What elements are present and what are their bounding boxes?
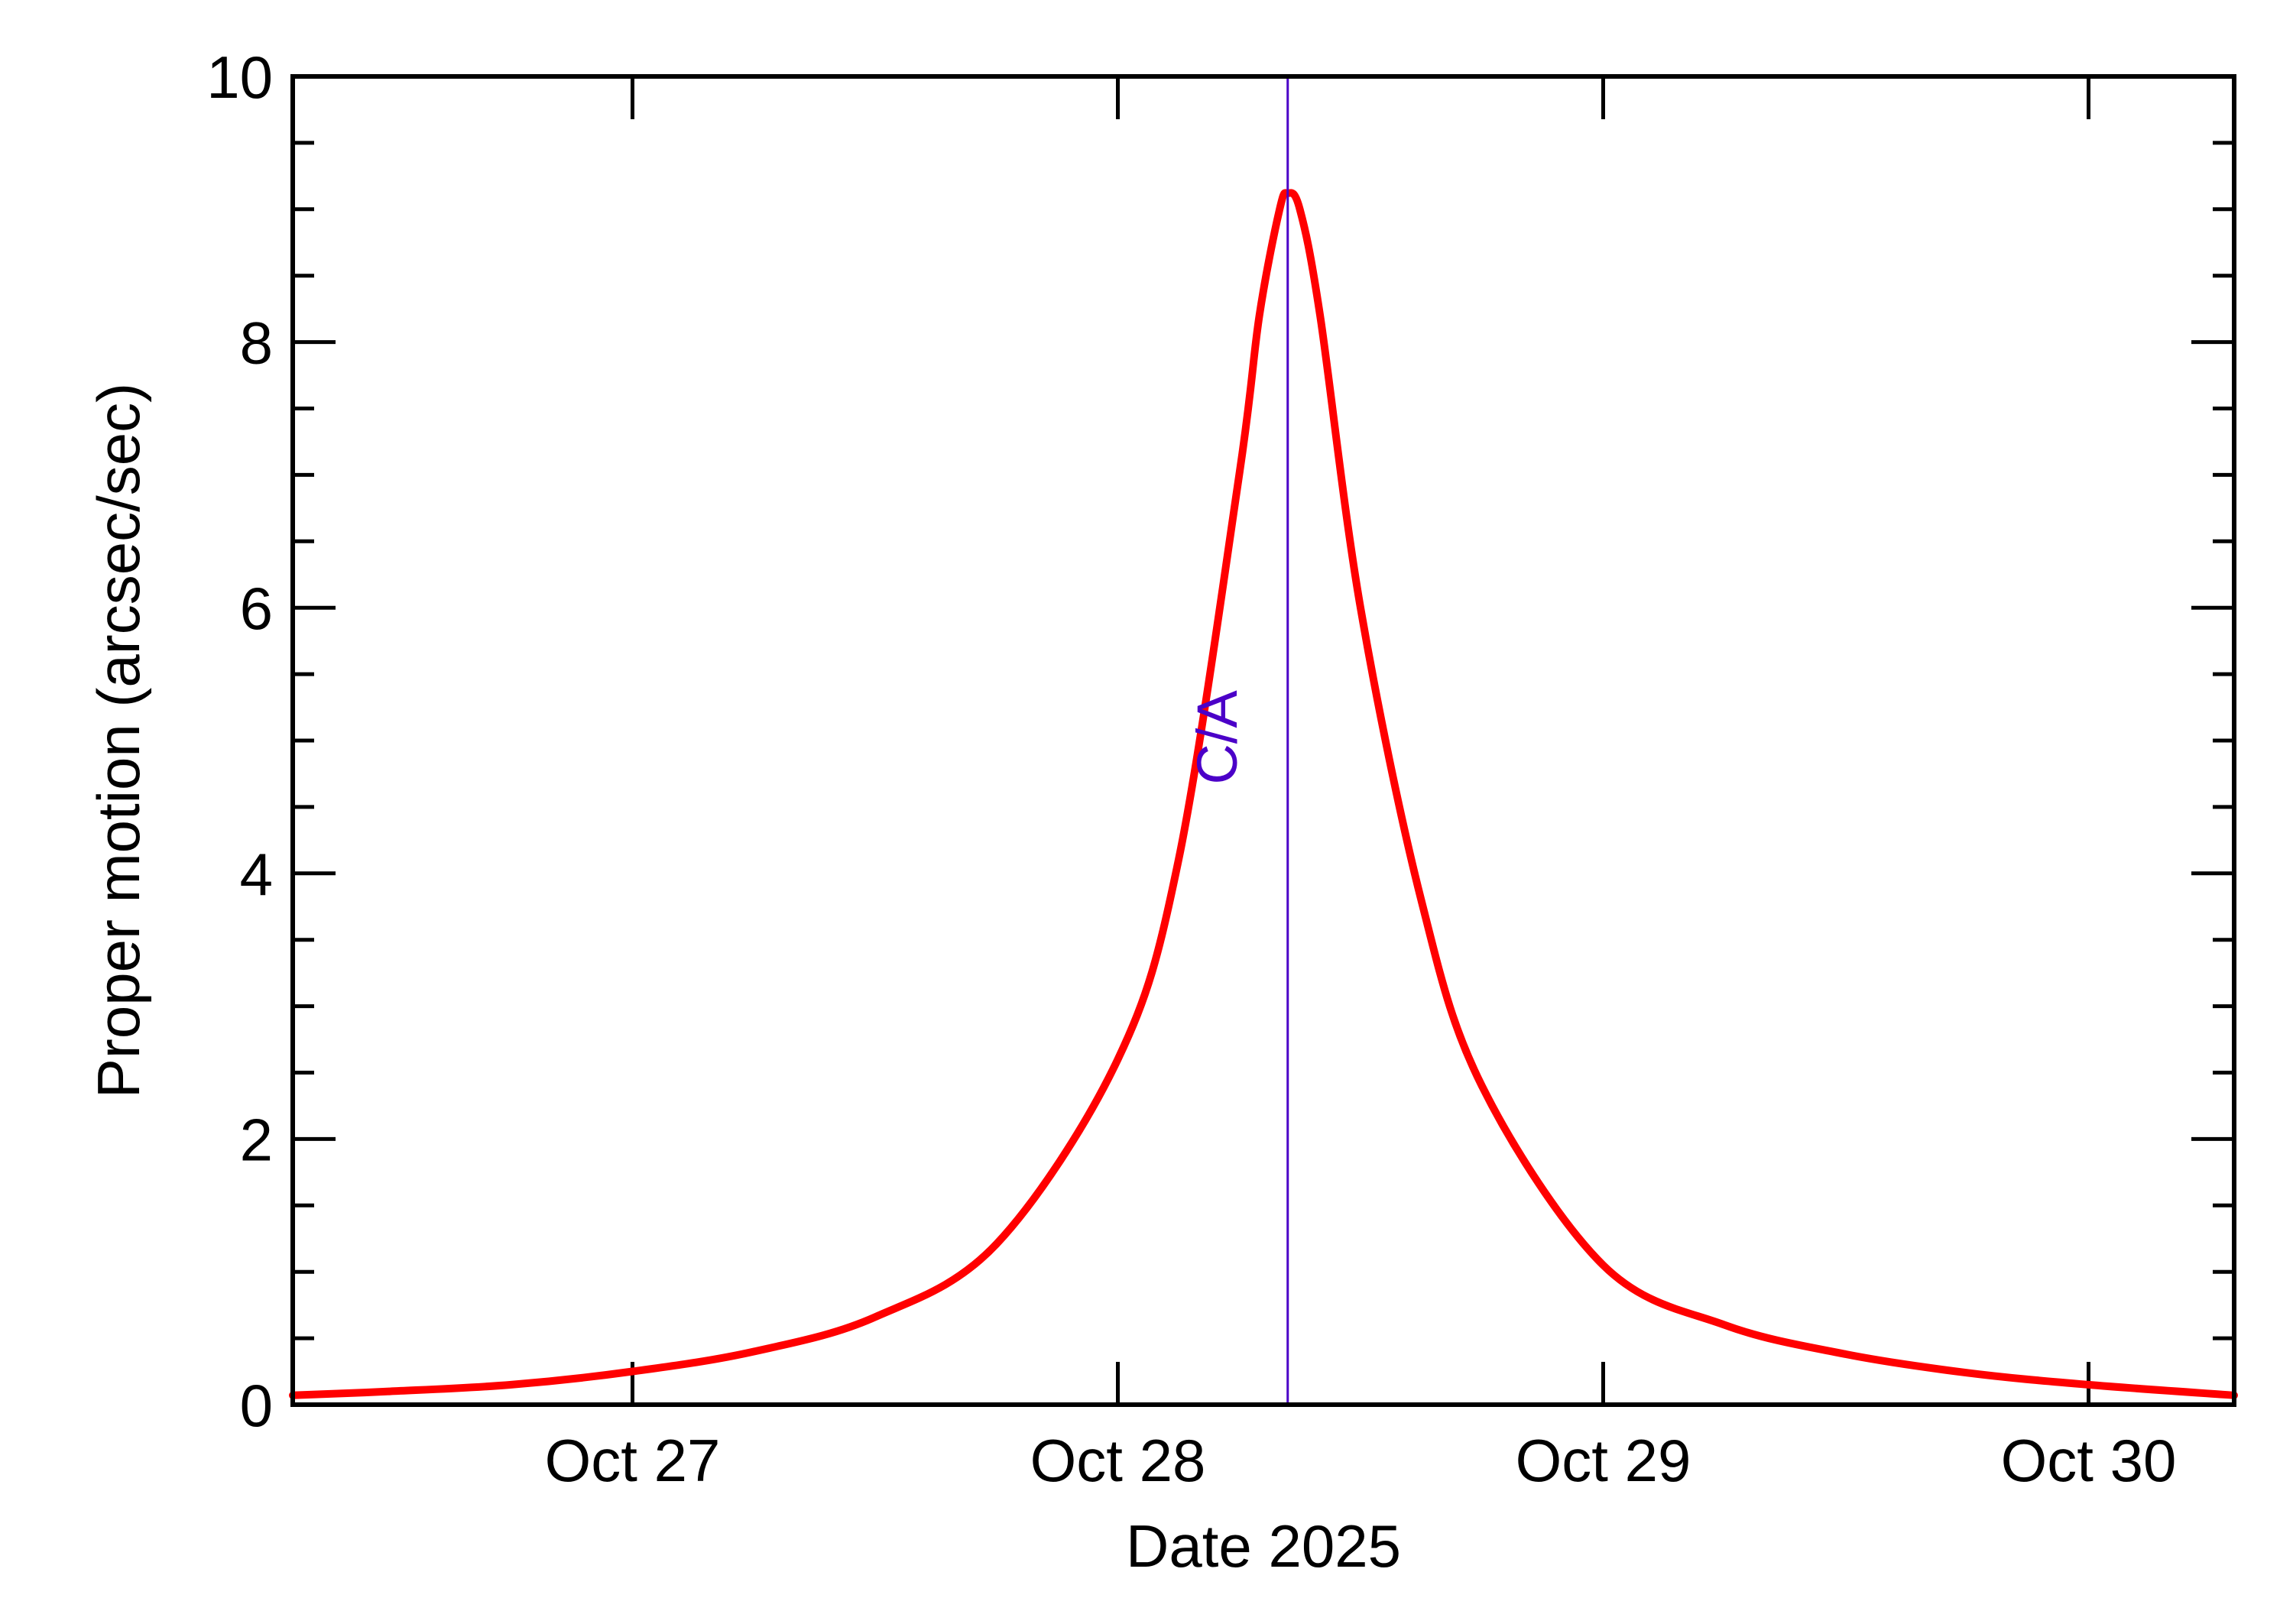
x-tick-label: Oct 27 [545,1427,721,1494]
y-tick-label: 2 [240,1106,273,1173]
x-tick-label: Oct 30 [2001,1427,2177,1494]
x-tick-label: Oct 29 [1516,1427,1691,1494]
y-tick-label: 8 [240,310,273,377]
plot-frame [290,74,2236,1407]
x-tick-label: Oct 28 [1030,1427,1206,1494]
series-layer [289,189,2238,1399]
closest-approach-label: C/A [1185,690,1249,785]
tick-labels: 0 2 4 6 8 10 Oct 27 Oct 28 Oct 29 Oct 30 [206,44,2176,1494]
annotation-layer: C/A [1185,76,1289,1405]
y-tick-label: 10 [206,44,273,111]
y-tick-label: 4 [240,841,273,908]
y-tick-label: 6 [240,575,273,642]
x-axis-title: Date 2025 [1126,1512,1401,1580]
series-line-0 [289,189,2238,1399]
axis-ticks [293,74,2234,1407]
y-axis-title: Proper motion (arcsec/sec) [85,383,152,1098]
y-tick-label: 0 [240,1372,273,1439]
